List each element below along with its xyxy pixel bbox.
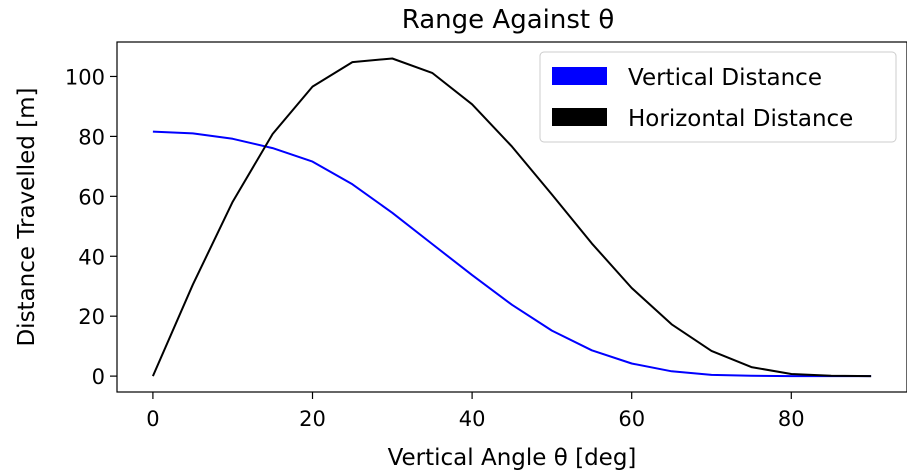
y-axis-ticks: 0 20 40 60 80 100 bbox=[65, 65, 117, 389]
x-axis-label: Vertical Angle θ [deg] bbox=[388, 445, 637, 471]
y-tick-label: 100 bbox=[65, 65, 105, 89]
series-line-horizontal-distance bbox=[151, 57, 872, 378]
y-tick-label: 0 bbox=[92, 365, 105, 389]
x-tick-label: 60 bbox=[618, 407, 645, 431]
y-tick-label: 40 bbox=[78, 245, 105, 269]
x-tick-label: 20 bbox=[299, 407, 326, 431]
y-axis-label: Distance Travelled [m] bbox=[14, 87, 40, 346]
plot-area-frame bbox=[116, 41, 907, 393]
x-axis-ticks: 0 20 40 60 80 bbox=[146, 392, 805, 431]
legend-swatch-vertical-distance bbox=[552, 67, 607, 85]
legend: Vertical Distance Horizontal Distance bbox=[539, 51, 897, 143]
legend-swatch-horizontal-distance bbox=[552, 108, 607, 126]
x-tick-label: 40 bbox=[459, 407, 486, 431]
legend-frame bbox=[539, 51, 897, 143]
series-lines bbox=[151, 57, 872, 378]
legend-label-horizontal-distance: Horizontal Distance bbox=[628, 106, 853, 132]
x-tick-label: 0 bbox=[146, 407, 159, 431]
y-tick-label: 20 bbox=[78, 305, 105, 329]
legend-label-vertical-distance: Vertical Distance bbox=[628, 65, 822, 91]
x-tick-label: 80 bbox=[778, 407, 805, 431]
chart-title: Range Against θ bbox=[402, 5, 615, 35]
y-tick-label: 60 bbox=[78, 185, 105, 209]
series-line-vertical-distance bbox=[152, 130, 872, 378]
y-tick-label: 80 bbox=[78, 125, 105, 149]
